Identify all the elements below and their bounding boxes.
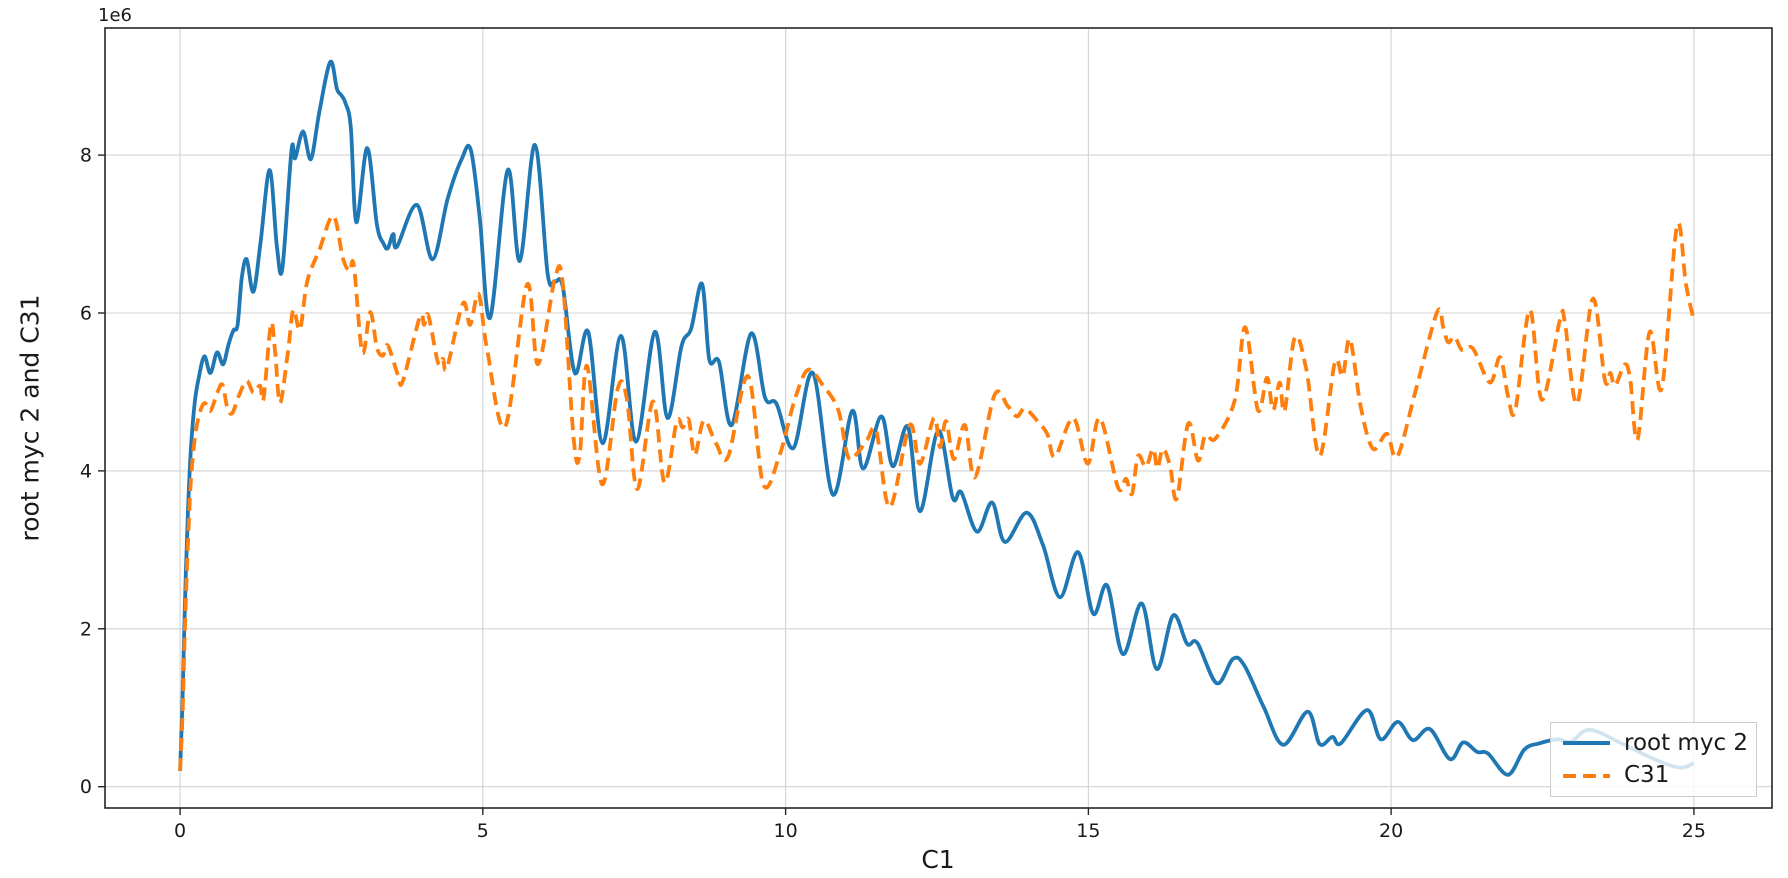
y-tick-label: 0 bbox=[80, 776, 92, 798]
legend-line-sample-dashed bbox=[1563, 773, 1610, 778]
x-tick-label: 0 bbox=[174, 820, 186, 842]
legend-item-label: C31 bbox=[1624, 762, 1670, 788]
y-tick-label: 4 bbox=[80, 460, 92, 482]
x-axis-label: C1 bbox=[921, 845, 955, 874]
y-tick-label: 6 bbox=[80, 303, 92, 325]
y-tick-label: 2 bbox=[80, 618, 92, 640]
y-axis-offset-label: 1e6 bbox=[98, 5, 132, 26]
legend-item: root myc 2 bbox=[1563, 729, 1756, 756]
x-tick-label: 20 bbox=[1379, 820, 1403, 842]
x-tick-label: 15 bbox=[1076, 820, 1100, 842]
legend: root myc 2 C31 bbox=[1550, 722, 1757, 797]
plot-border bbox=[104, 27, 1773, 809]
series-line-c31 bbox=[178, 213, 1696, 771]
y-axis-label: root myc 2 and C31 bbox=[15, 294, 45, 542]
legend-item: C31 bbox=[1563, 762, 1756, 788]
x-tick-label: 10 bbox=[774, 820, 798, 842]
x-tick-label: 5 bbox=[477, 820, 489, 842]
series-line-root-myc-2 bbox=[178, 59, 1695, 777]
x-tick-label: 25 bbox=[1682, 820, 1706, 842]
y-tick-label: 8 bbox=[80, 145, 92, 167]
legend-line-sample-solid bbox=[1563, 741, 1610, 746]
legend-item-label: root myc 2 bbox=[1624, 729, 1749, 756]
